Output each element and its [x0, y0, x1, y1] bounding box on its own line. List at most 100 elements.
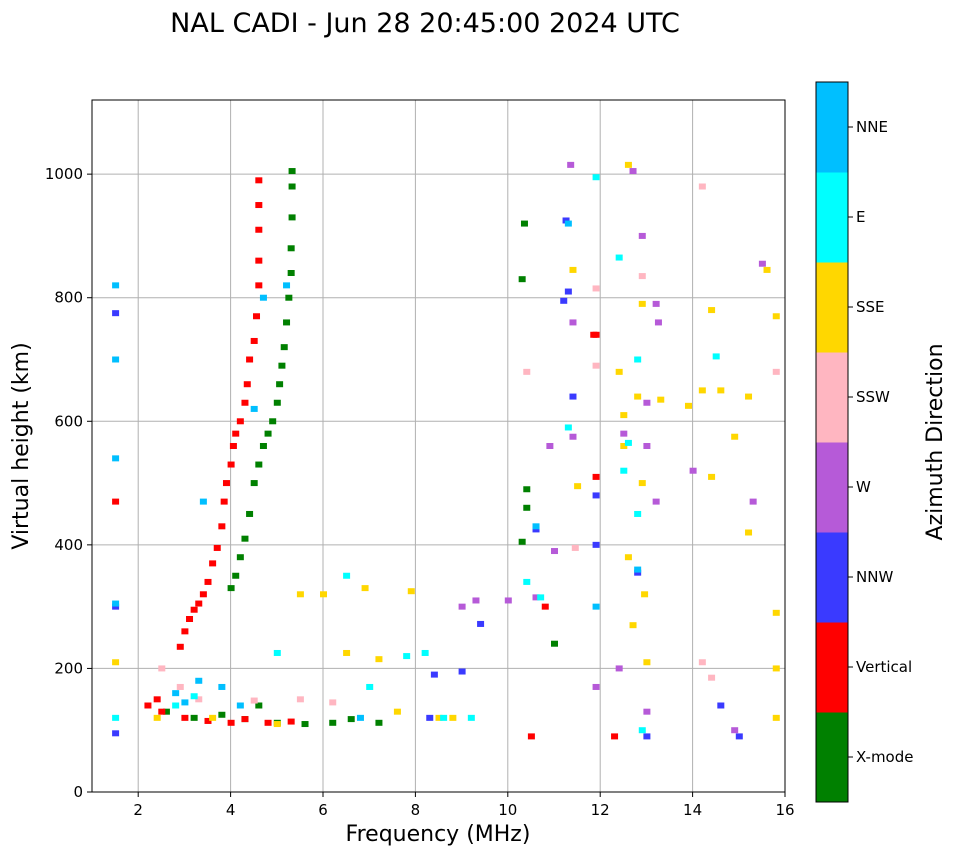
data-point	[162, 708, 170, 715]
data-point	[112, 310, 120, 317]
data-point	[264, 719, 272, 726]
data-point	[273, 399, 281, 406]
data-point	[347, 716, 355, 723]
data-point	[571, 544, 579, 551]
data-point	[407, 588, 415, 595]
y-tick-label: 600	[54, 412, 83, 430]
data-point	[532, 523, 540, 530]
data-point	[634, 356, 642, 363]
data-point	[280, 344, 288, 351]
data-point	[255, 226, 263, 233]
data-point	[745, 529, 753, 536]
data-point	[213, 544, 221, 551]
data-point	[375, 656, 383, 663]
data-point	[232, 572, 240, 579]
data-point	[638, 480, 646, 487]
colorbar-tick-label: X-mode	[856, 748, 913, 766]
y-axis-ticks: 0 200 400 600 800 1000	[45, 165, 92, 801]
data-point	[624, 554, 632, 561]
data-point	[259, 443, 267, 449]
data-point	[204, 578, 212, 585]
data-point	[232, 430, 240, 437]
data-point	[698, 387, 706, 394]
data-point	[246, 356, 254, 363]
data-point	[343, 649, 351, 656]
data-point	[624, 161, 632, 168]
data-point	[112, 659, 120, 666]
data-point	[523, 486, 531, 493]
colorbar-segment	[816, 532, 848, 623]
data-point	[329, 699, 337, 706]
data-point	[551, 548, 558, 555]
data-point	[592, 473, 600, 480]
data-point	[569, 266, 577, 273]
colorbar-label: Azimuth Direction	[923, 343, 948, 540]
data-point	[264, 430, 272, 437]
colorbar-tick-label: SSW	[856, 388, 890, 406]
data-point	[615, 254, 623, 261]
data-point	[698, 183, 706, 190]
colorbar-tick-label: E	[856, 208, 865, 226]
data-point	[283, 319, 291, 326]
data-point	[564, 424, 572, 431]
colorbar-tick-label: NNE	[856, 118, 888, 136]
data-marks	[112, 161, 780, 740]
data-point	[190, 693, 198, 700]
data-point	[172, 690, 180, 697]
series-nnw	[112, 217, 743, 740]
data-point	[287, 718, 295, 725]
plot-area	[92, 100, 785, 792]
data-point	[652, 300, 660, 307]
data-point	[772, 714, 780, 721]
data-point	[638, 273, 646, 280]
data-point	[620, 467, 628, 474]
data-point	[209, 714, 217, 721]
data-point	[592, 492, 600, 499]
data-point	[592, 174, 600, 181]
data-point	[430, 671, 438, 678]
data-point	[518, 276, 526, 283]
data-point	[255, 461, 263, 468]
data-point	[241, 535, 249, 542]
data-point	[296, 591, 304, 598]
data-point	[638, 232, 646, 239]
data-point	[112, 600, 120, 607]
data-point	[634, 566, 642, 573]
colorbar-segment	[816, 352, 848, 443]
data-point	[222, 480, 230, 487]
data-point	[176, 643, 184, 650]
data-point	[172, 702, 180, 709]
colorbar-tick-label: SSE	[856, 298, 885, 316]
data-point	[204, 717, 212, 724]
data-point	[112, 356, 120, 363]
data-point	[253, 313, 261, 320]
data-point	[643, 443, 651, 449]
y-tick-label: 0	[73, 783, 83, 801]
data-point	[227, 719, 235, 726]
data-point	[638, 727, 646, 734]
data-point	[551, 640, 558, 647]
data-point	[209, 560, 217, 567]
data-point	[592, 603, 600, 610]
data-point	[375, 719, 383, 726]
data-point	[269, 418, 277, 425]
data-point	[250, 697, 258, 704]
data-point	[218, 523, 226, 530]
data-point	[735, 733, 743, 740]
data-point	[255, 282, 263, 289]
data-point	[641, 591, 649, 598]
data-point	[731, 433, 739, 440]
data-point	[250, 405, 258, 412]
plot-frame	[91, 99, 786, 793]
y-tick-label: 800	[54, 289, 83, 307]
data-point	[518, 538, 526, 545]
data-point	[343, 572, 351, 579]
data-point	[472, 597, 480, 604]
data-point	[301, 721, 309, 728]
data-point	[250, 337, 258, 344]
data-point	[195, 677, 203, 684]
data-point	[654, 319, 662, 326]
data-point	[698, 659, 706, 666]
data-point	[158, 665, 166, 672]
data-point	[712, 353, 720, 360]
